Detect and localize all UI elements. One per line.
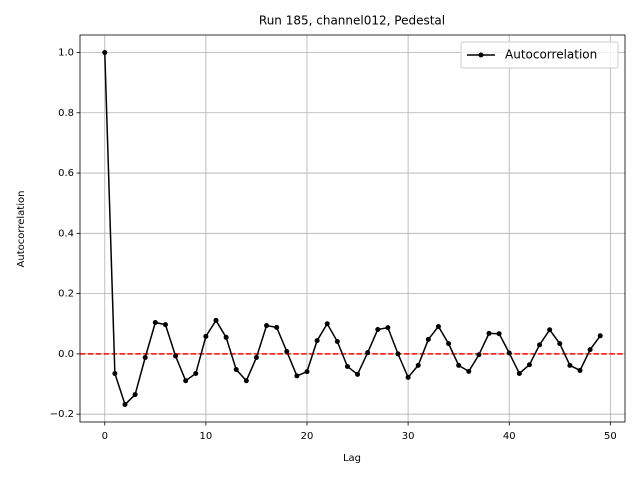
x-axis-label: Lag — [343, 453, 361, 464]
data-point — [486, 330, 492, 336]
data-point — [456, 362, 462, 368]
data-point — [365, 350, 371, 356]
x-tick-label: 50 — [604, 431, 617, 442]
x-tick-label: 10 — [200, 431, 213, 442]
data-point — [233, 367, 239, 373]
x-tick-label: 40 — [503, 431, 516, 442]
y-tick-label: 0.0 — [58, 349, 74, 360]
data-point — [425, 336, 431, 342]
data-point — [152, 320, 158, 326]
data-point — [567, 362, 573, 368]
chart-title: Run 185, channel012, Pedestal — [259, 14, 445, 28]
y-tick-label: 0.6 — [58, 168, 74, 179]
data-point — [557, 341, 563, 347]
y-axis-label: Autocorrelation — [16, 191, 27, 268]
data-point — [476, 352, 482, 358]
data-point — [142, 355, 148, 360]
data-point — [526, 362, 532, 368]
data-point — [334, 339, 340, 345]
x-tick-label: 0 — [102, 431, 108, 442]
data-point — [213, 317, 219, 323]
data-point — [446, 341, 452, 347]
data-point — [274, 324, 280, 330]
data-point — [102, 49, 108, 55]
data-point — [264, 323, 270, 329]
data-point — [537, 342, 543, 348]
data-point — [284, 348, 290, 354]
legend-box — [460, 41, 619, 69]
y-tick-label: 0.8 — [58, 108, 74, 119]
data-point — [506, 350, 512, 356]
data-point — [435, 323, 441, 329]
data-point — [547, 327, 553, 333]
y-tick-label: 0.2 — [58, 289, 74, 300]
data-point — [162, 322, 168, 328]
y-tick-label: 0.4 — [58, 228, 74, 239]
data-point — [253, 355, 259, 360]
data-point — [415, 362, 421, 368]
data-point — [355, 371, 361, 377]
legend-label: Autocorrelation — [505, 48, 597, 62]
legend-marker — [478, 52, 484, 58]
data-point — [314, 338, 320, 344]
data-point — [324, 321, 330, 327]
data-point — [344, 364, 350, 370]
data-point — [223, 334, 229, 340]
data-point — [304, 369, 310, 375]
data-point — [122, 402, 128, 408]
y-tick-label: 1.0 — [58, 47, 74, 58]
data-point — [597, 333, 603, 339]
data-point — [587, 347, 593, 353]
data-point — [496, 331, 502, 337]
data-point — [243, 378, 249, 384]
data-point — [405, 374, 411, 380]
data-point — [466, 368, 472, 374]
plot-frame — [79, 34, 626, 423]
data-point — [516, 370, 522, 376]
data-line — [104, 52, 601, 406]
y-tick-label: −0.2 — [50, 409, 74, 420]
x-tick-label: 30 — [402, 431, 415, 442]
data-point — [193, 370, 199, 376]
data-point — [577, 367, 583, 373]
data-point — [183, 378, 189, 384]
data-point — [112, 370, 118, 376]
data-point — [395, 351, 401, 357]
data-point — [203, 333, 209, 339]
data-point — [132, 392, 138, 398]
data-point — [385, 325, 391, 331]
data-point — [294, 373, 300, 379]
x-tick-label: 20 — [301, 431, 314, 442]
data-point — [173, 353, 179, 359]
data-point — [375, 326, 381, 332]
